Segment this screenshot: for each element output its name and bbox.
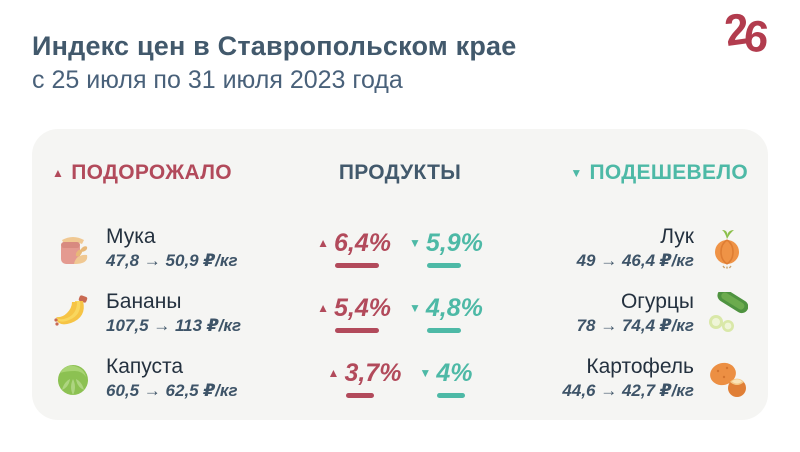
column-header-increased: ▲ ПОДОРОЖАЛО: [52, 161, 284, 185]
list-item-flour: Мука 47,8 → 50,9 ₽/кг: [52, 225, 284, 271]
percent-decrease-value: 4,8%: [425, 293, 483, 322]
price-index-card: ▲ ПОДОРОЖАЛО ПРОДУКТЫ ▼ ПОДЕШЕВЕЛО Мука …: [32, 129, 768, 420]
percent-row-3: ▲ 3,7% ▼ 4%: [284, 359, 516, 398]
list-item-bananas: Бананы 107,5 → 113 ₽/кг: [52, 290, 284, 336]
percent-increase-value: 3,7%: [344, 358, 402, 387]
cucumber-icon: [706, 288, 749, 334]
page-subtitle: с 25 июля по 31 июля 2023 года: [32, 66, 403, 95]
up-triangle-icon: ▲: [327, 366, 340, 380]
item-name: Мука: [106, 224, 156, 248]
down-triangle-icon: ▼: [419, 366, 432, 380]
item-price: 44,6 → 42,7 ₽/кг: [562, 381, 694, 401]
teal-underline-bar: [437, 392, 466, 398]
item-price: 78 → 74,4 ₽/кг: [576, 316, 694, 336]
item-name: Огурцы: [620, 289, 694, 313]
red-underline-bar: [345, 392, 374, 398]
column-header-decreased-label: ПОДЕШЕВЕЛО: [589, 161, 748, 184]
item-price: 49 → 46,4 ₽/кг: [576, 251, 694, 271]
item-name: Картофель: [586, 354, 694, 378]
cabbage-icon: [52, 357, 94, 399]
teal-underline-bar: [427, 262, 461, 268]
percent-increase-value: 5,4%: [334, 293, 391, 322]
percent-row-1: ▲ 6,4% ▼ 5,9%: [284, 229, 516, 268]
bananas-icon: [52, 292, 94, 334]
item-name: Бананы: [106, 289, 182, 313]
percent-increase: ▲ 5,4%: [317, 294, 391, 333]
percent-decrease: ▼ 4%: [419, 359, 472, 398]
percent-increase: ▲ 6,4%: [317, 229, 391, 268]
item-name: Лук: [660, 224, 694, 248]
percent-increase: ▲ 3,7%: [327, 358, 402, 398]
up-triangle-icon: ▲: [317, 236, 330, 250]
up-triangle-icon: ▲: [52, 166, 65, 180]
down-triangle-icon: ▼: [570, 166, 583, 180]
potato-icon: [706, 357, 748, 399]
column-header-decreased: ▼ ПОДЕШЕВЕЛО: [516, 161, 748, 185]
down-triangle-icon: ▼: [409, 236, 421, 250]
red-underline-bar: [335, 327, 380, 333]
item-price: 47,8 → 50,9 ₽/кг: [106, 251, 238, 271]
page-title: Индекс цен в Ставропольском крае: [32, 31, 517, 61]
teal-underline-bar: [427, 327, 461, 333]
column-header-increased-label: ПОДОРОЖАЛО: [71, 161, 232, 184]
page-header: Индекс цен в Ставропольском крае с 25 ию…: [0, 0, 800, 97]
onion-icon: [706, 227, 748, 269]
item-price: 60,5 → 62,5 ₽/кг: [106, 381, 238, 401]
percent-row-2: ▲ 5,4% ▼ 4,8%: [284, 294, 516, 333]
percent-decrease: ▼ 5,9%: [409, 229, 483, 268]
list-item-onion: Лук 49 → 46,4 ₽/кг: [516, 225, 748, 271]
percent-decrease: ▼ 4,8%: [409, 294, 483, 333]
percent-decrease-value: 5,9%: [425, 228, 483, 257]
column-header-products: ПРОДУКТЫ: [284, 161, 516, 185]
brand-logo-26: 26: [721, 4, 765, 62]
item-name: Капуста: [106, 354, 184, 378]
up-triangle-icon: ▲: [317, 301, 330, 315]
item-price: 107,5 → 113 ₽/кг: [106, 316, 242, 336]
percent-decrease-value: 4%: [436, 358, 473, 387]
column-header-products-label: ПРОДУКТЫ: [338, 161, 462, 184]
list-item-cucumbers: Огурцы 78 → 74,4 ₽/кг: [516, 288, 749, 336]
red-underline-bar: [335, 262, 380, 268]
flour-bag-icon: [52, 227, 94, 269]
percent-increase-value: 6,4%: [334, 228, 391, 257]
list-item-cabbage: Капуста 60,5 → 62,5 ₽/кг: [52, 355, 284, 401]
down-triangle-icon: ▼: [409, 301, 421, 315]
list-item-potatoes: Картофель 44,6 → 42,7 ₽/кг: [516, 355, 748, 401]
